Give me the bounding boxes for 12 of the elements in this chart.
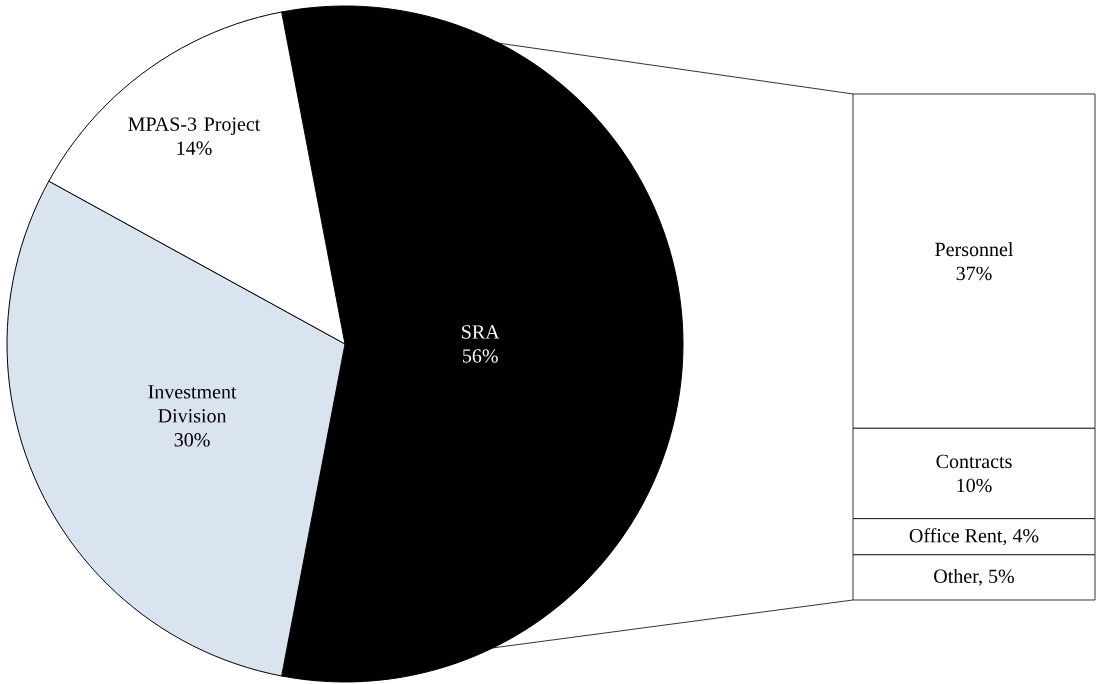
- data-label: Other, 5%: [934, 568, 1015, 586]
- data-label: Office Rent, 4%: [909, 528, 1039, 546]
- slice-label: MPAS-3 Project: [128, 117, 261, 135]
- data-label: 10%: [957, 478, 992, 493]
- data-label: 30%: [174, 433, 210, 447]
- data-label: 14%: [177, 141, 212, 155]
- data-label: 56%: [463, 349, 498, 363]
- data-label: 37%: [956, 266, 992, 281]
- series-label: Personnel: [935, 242, 1014, 257]
- series-label: Contracts: [936, 454, 1012, 469]
- slice-label: Investment Division: [148, 385, 237, 423]
- slice-label: SRA: [462, 325, 500, 339]
